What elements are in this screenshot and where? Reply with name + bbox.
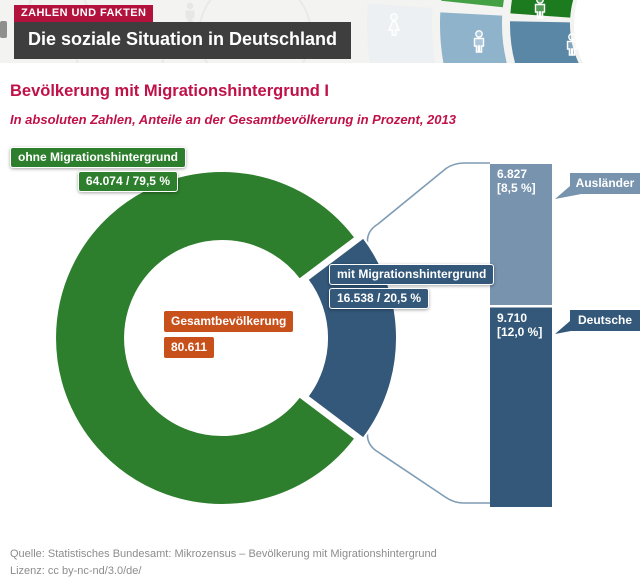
with-migration-value: 16.538 / 20,5 %	[329, 288, 430, 309]
bar-segment-deutsche	[490, 307, 552, 507]
donut-segment-without-migration	[54, 170, 357, 506]
header-badge: ZAHLEN UND FAKTEN	[14, 5, 154, 22]
total-population-label: Gesamtbevölkerung	[164, 311, 294, 332]
with-migration-label: mit Migrationshintergrund	[329, 264, 495, 285]
bar-percent-deutsche: [12,0 %]	[497, 325, 543, 339]
person-icon	[606, 0, 618, 13]
bar-value-auslaender: 6.827	[497, 167, 528, 181]
page-header: ZAHLEN UND FAKTEN Die soziale Situation …	[0, 0, 640, 63]
without-migration-label: ohne Migrationshintergrund	[10, 147, 186, 168]
license-line: Lizenz: cc by-nc-nd/3.0/de/	[10, 565, 142, 577]
page-title: Bevölkerung mit Migrationshintergrund I	[10, 82, 330, 100]
logo-rings	[367, 0, 640, 63]
bar-percent-auslaender: [8,5 %]	[497, 181, 536, 195]
source-line: Quelle: Statistisches Bundesamt: Mikroze…	[10, 548, 437, 560]
total-population-value: 80.611	[164, 337, 215, 358]
edge-silhouette	[0, 21, 7, 38]
bar-segment-auslaender	[490, 164, 552, 305]
page-subtitle: In absoluten Zahlen, Anteile an der Gesa…	[10, 112, 456, 127]
app-title-bar: Die soziale Situation in Deutschland	[14, 22, 352, 59]
bar-value-deutsche: 9.710	[497, 311, 528, 325]
person-icon	[566, 33, 578, 56]
flag-auslaender: Ausländer	[570, 173, 640, 194]
without-migration-value: 64.074 / 79,5 %	[77, 171, 178, 192]
flag-deutsche: Deutsche	[570, 310, 640, 331]
person-icon	[473, 30, 485, 53]
stacked-bar	[490, 164, 552, 507]
